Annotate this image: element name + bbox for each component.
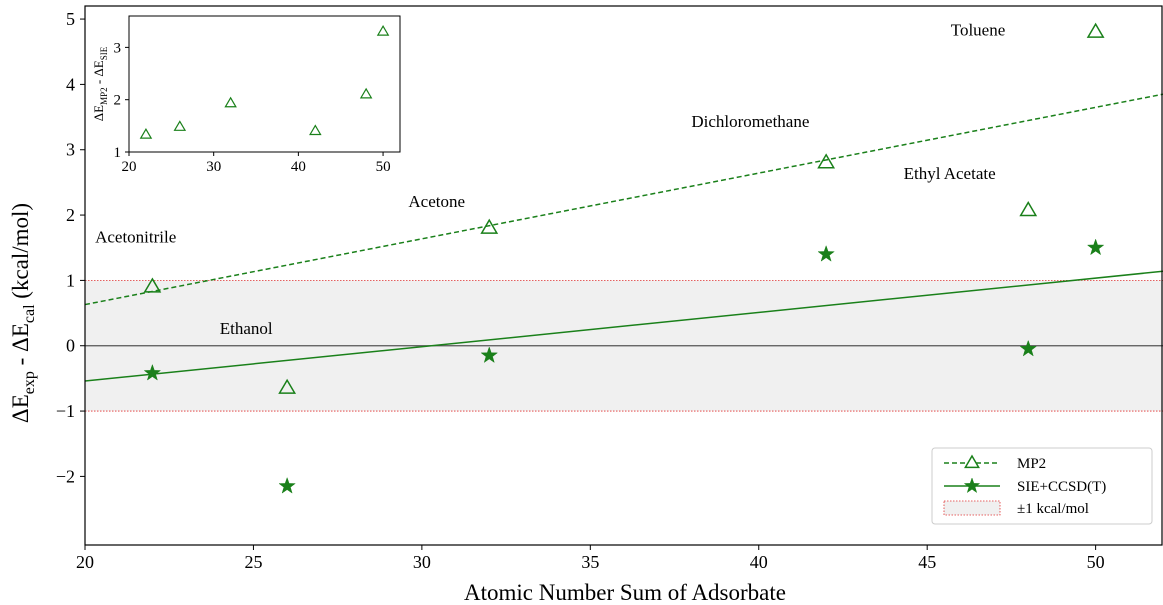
y-axis-title-tail: (kcal/mol) [8,203,33,305]
mp2-point-3 [817,153,836,169]
x-tick-label: 50 [1087,552,1105,572]
inset-y-tick-label: 3 [114,40,122,56]
plot-marks [84,22,1163,494]
y-tick-label: 1 [66,270,75,290]
mp2-point-2 [480,218,499,234]
y-tick-label: 2 [66,205,75,225]
trend-line-sie-ccsdt [84,270,1163,382]
inset-x-tick-label: 40 [291,159,306,175]
legend-sie-marker [963,477,981,494]
x-tick-label: 45 [918,552,936,572]
trend-line-mp2 [84,93,1163,306]
y-tick-label: −2 [56,466,75,486]
inset-x-tick-label: 50 [376,159,391,175]
inset-y-title-mid: - ΔE [91,60,106,87]
inset-y-axis-title: ΔEMP2 - ΔESIE [91,46,109,121]
inset-y-title-sub2: SIE [99,46,109,60]
inset-y-tick-label: 2 [114,93,122,109]
inset-point-3 [309,124,322,136]
legend: MP2 SIE+CCSD(T) ±1 kcal/mol [931,447,1153,525]
mp2-point-5 [1086,22,1105,38]
inset-chart: 20 30 40 50 1 2 3 [114,15,401,175]
y-tick-label: 0 [66,336,75,356]
x-tick-label: 30 [413,552,431,572]
annotation-label: Acetonitrile [95,228,176,247]
y-axis-title-main: ΔE [8,394,33,423]
x-axis-title: Atomic Number Sum of Adsorbate [464,580,786,605]
sie-ccsdt-point-3 [817,245,835,262]
sie-ccsdt-point-2 [480,346,499,364]
plot-border [84,5,1163,546]
x-tick-label: 20 [76,552,94,572]
x-tick-label: 25 [244,552,262,572]
inset-y-title-main: ΔE [91,105,106,121]
sie-ccsdt-point-1 [278,476,296,494]
legend-sie-label: SIE+CCSD(T) [1017,479,1106,495]
y-tick-label: 5 [66,9,75,29]
annotation-label: Ethyl Acetate [904,164,996,183]
y-axis-title-sub2: cal [21,304,38,323]
annotation-label: Acetone [408,192,465,211]
mp2-point-0 [143,277,162,293]
inset-x-tick-label: 20 [122,159,137,175]
inset-point-4 [359,87,373,99]
mp2-point-1 [278,378,297,394]
plot-frame [84,5,1163,546]
sie-ccsdt-point-5 [1086,238,1105,256]
y-tick-label: 3 [66,140,75,160]
y-tick-label: −1 [56,401,75,421]
legend-band-swatch [943,500,1001,516]
x-tick-label: 40 [750,552,768,572]
legend-mp2-marker [964,454,980,469]
plot-background [85,279,1163,412]
inset-frame [128,15,401,153]
sie-ccsdt-point-0 [143,363,162,381]
inset-y-tick-label: 1 [114,145,122,161]
inset-x-tick-label: 30 [206,159,221,175]
point-annotations: Acetonitrile Ethanol Acetone Dichloromethan… [95,20,1005,338]
legend-band-label: ±1 kcal/mol [1017,501,1089,517]
sie-ccsdt-point-4 [1019,339,1038,357]
inset-point-2 [224,96,237,108]
y-axis-title-sub1: exp [21,371,38,394]
inset-point-0 [139,128,153,139]
inset-y-title-sub1: MP2 [99,87,109,105]
inset-point-1 [173,120,187,131]
mp2-point-4 [1019,201,1038,217]
legend-mp2-label: MP2 [1017,456,1046,472]
x-tick-label: 35 [581,552,599,572]
annotation-label: Dichloromethane [691,112,809,131]
annotation-label: Ethanol [220,319,273,338]
y-axis-title: ΔEexp - ΔEcal (kcal/mol) [8,203,38,423]
annotation-label: Toluene [951,20,1006,39]
y-tick-label: 4 [66,74,75,94]
y-axis-title-mid: - ΔE [8,323,33,371]
inset-point-5 [376,25,390,36]
